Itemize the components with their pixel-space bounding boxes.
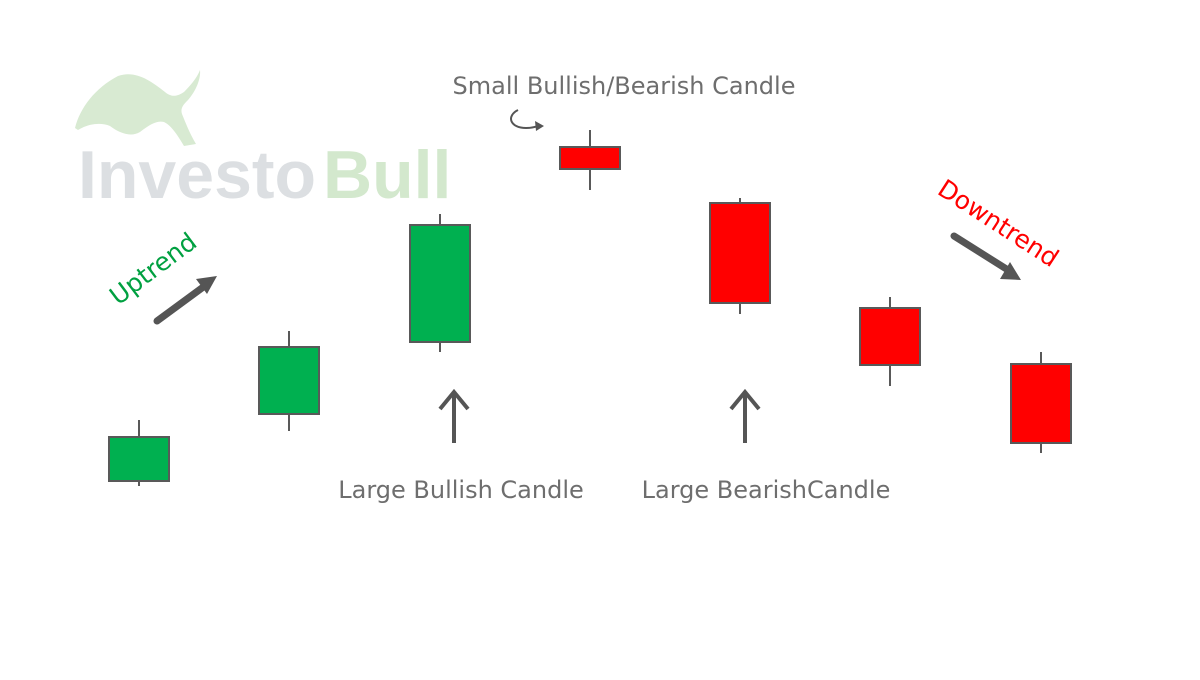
candle-4-small-bearish [559,130,621,190]
downtrend-label: Downtrend [933,174,1064,273]
candle-4-body [559,146,621,170]
downtrend-arrow-icon [950,232,1021,280]
candle-7-body [1010,363,1072,444]
logo-text-investo: Investo [78,137,316,213]
candle-6-bearish [859,297,921,386]
large-bullish-up-arrow-icon [438,388,470,443]
investobull-logo: Investo Bull [75,70,451,213]
candle-5-body [709,202,771,304]
candle-6-body [859,307,921,366]
candle-7-bearish [1010,352,1072,453]
large-bearish-caption: Large BearishCandle [642,476,891,504]
uptrend-arrow-icon [153,276,217,325]
large-bullish-caption: Large Bullish Candle [338,476,584,504]
uptrend-annotation: Uptrend [104,227,217,325]
large-bearish-up-arrow-icon [729,388,761,443]
candle-1-body [108,436,170,482]
candle-3-large-bullish [409,214,471,352]
logo-text-bull: Bull [323,137,451,213]
downtrend-annotation: Downtrend [933,174,1064,280]
candle-group [108,130,1072,486]
candle-5-large-bearish [709,198,771,314]
candle-3-body [409,224,471,343]
candle-1-bullish [108,420,170,486]
candle-2-bullish [258,331,320,431]
candle-2-body [258,346,320,415]
small-candle-caption: Small Bullish/Bearish Candle [453,72,796,100]
bull-logo-icon [75,70,201,146]
curved-arrow-icon [510,109,544,131]
